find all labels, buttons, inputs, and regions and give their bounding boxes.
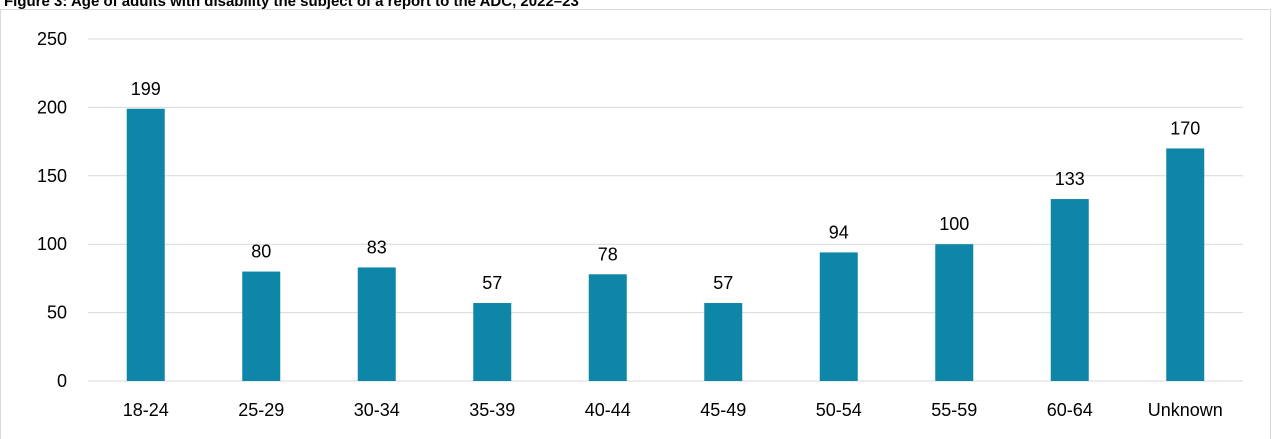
bar [473, 303, 512, 381]
data-label: 170 [1170, 118, 1200, 138]
x-tick-label: Unknown [1148, 400, 1223, 420]
data-label: 80 [251, 242, 271, 262]
bar-chart: 0 50 100 150 200 250 199 80 83 57 78 57 94 100 133 170… [37, 29, 1243, 420]
data-label: 133 [1055, 169, 1085, 189]
data-label: 83 [367, 237, 387, 257]
bars [126, 108, 1205, 381]
y-tick-label: 200 [37, 97, 67, 117]
y-tick-label: 50 [47, 303, 67, 323]
data-label: 57 [482, 273, 502, 293]
bar [242, 271, 281, 381]
y-tick-label: 150 [37, 166, 67, 186]
bar [819, 252, 858, 381]
bar [1050, 199, 1089, 381]
x-tick-label: 60-64 [1047, 400, 1093, 420]
y-tick-label: 250 [37, 29, 67, 49]
data-label: 94 [829, 222, 849, 242]
bar [357, 267, 396, 381]
bar [1166, 148, 1205, 381]
x-tick-label: 50-54 [816, 400, 862, 420]
bar [935, 244, 974, 381]
data-label: 100 [939, 214, 969, 234]
x-axis-tick-labels: 18-24 25-29 30-34 35-39 40-44 45-49 50-54 55-59… [123, 400, 1223, 420]
x-tick-label: 25-29 [238, 400, 284, 420]
x-tick-label: 55-59 [931, 400, 977, 420]
chart-title: Figure 3: Age of adults with disability … [4, 0, 579, 10]
bar [704, 303, 743, 381]
data-labels: 199 80 83 57 78 57 94 100 133 170 [131, 79, 1201, 293]
x-tick-label: 40-44 [585, 400, 631, 420]
bar [588, 274, 627, 381]
x-tick-label: 18-24 [123, 400, 169, 420]
bar [126, 108, 165, 381]
x-tick-label: 30-34 [354, 400, 400, 420]
chart-frame [0, 9, 1271, 439]
x-tick-label: 45-49 [700, 400, 746, 420]
x-tick-label: 35-39 [469, 400, 515, 420]
data-label: 199 [131, 79, 161, 99]
data-label: 78 [598, 244, 618, 264]
y-tick-label: 0 [57, 371, 67, 391]
y-axis-tick-labels: 0 50 100 150 200 250 [37, 29, 67, 391]
y-tick-label: 100 [37, 234, 67, 254]
data-label: 57 [713, 273, 733, 293]
gridlines [88, 38, 1243, 382]
